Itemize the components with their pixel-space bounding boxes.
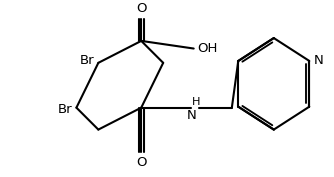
Text: N: N: [314, 55, 324, 67]
Text: O: O: [136, 156, 147, 169]
Text: Br: Br: [80, 55, 95, 67]
Text: Br: Br: [58, 103, 72, 116]
Text: O: O: [136, 2, 147, 15]
Text: OH: OH: [197, 42, 218, 55]
Text: N: N: [187, 109, 197, 122]
Text: H: H: [192, 97, 200, 107]
